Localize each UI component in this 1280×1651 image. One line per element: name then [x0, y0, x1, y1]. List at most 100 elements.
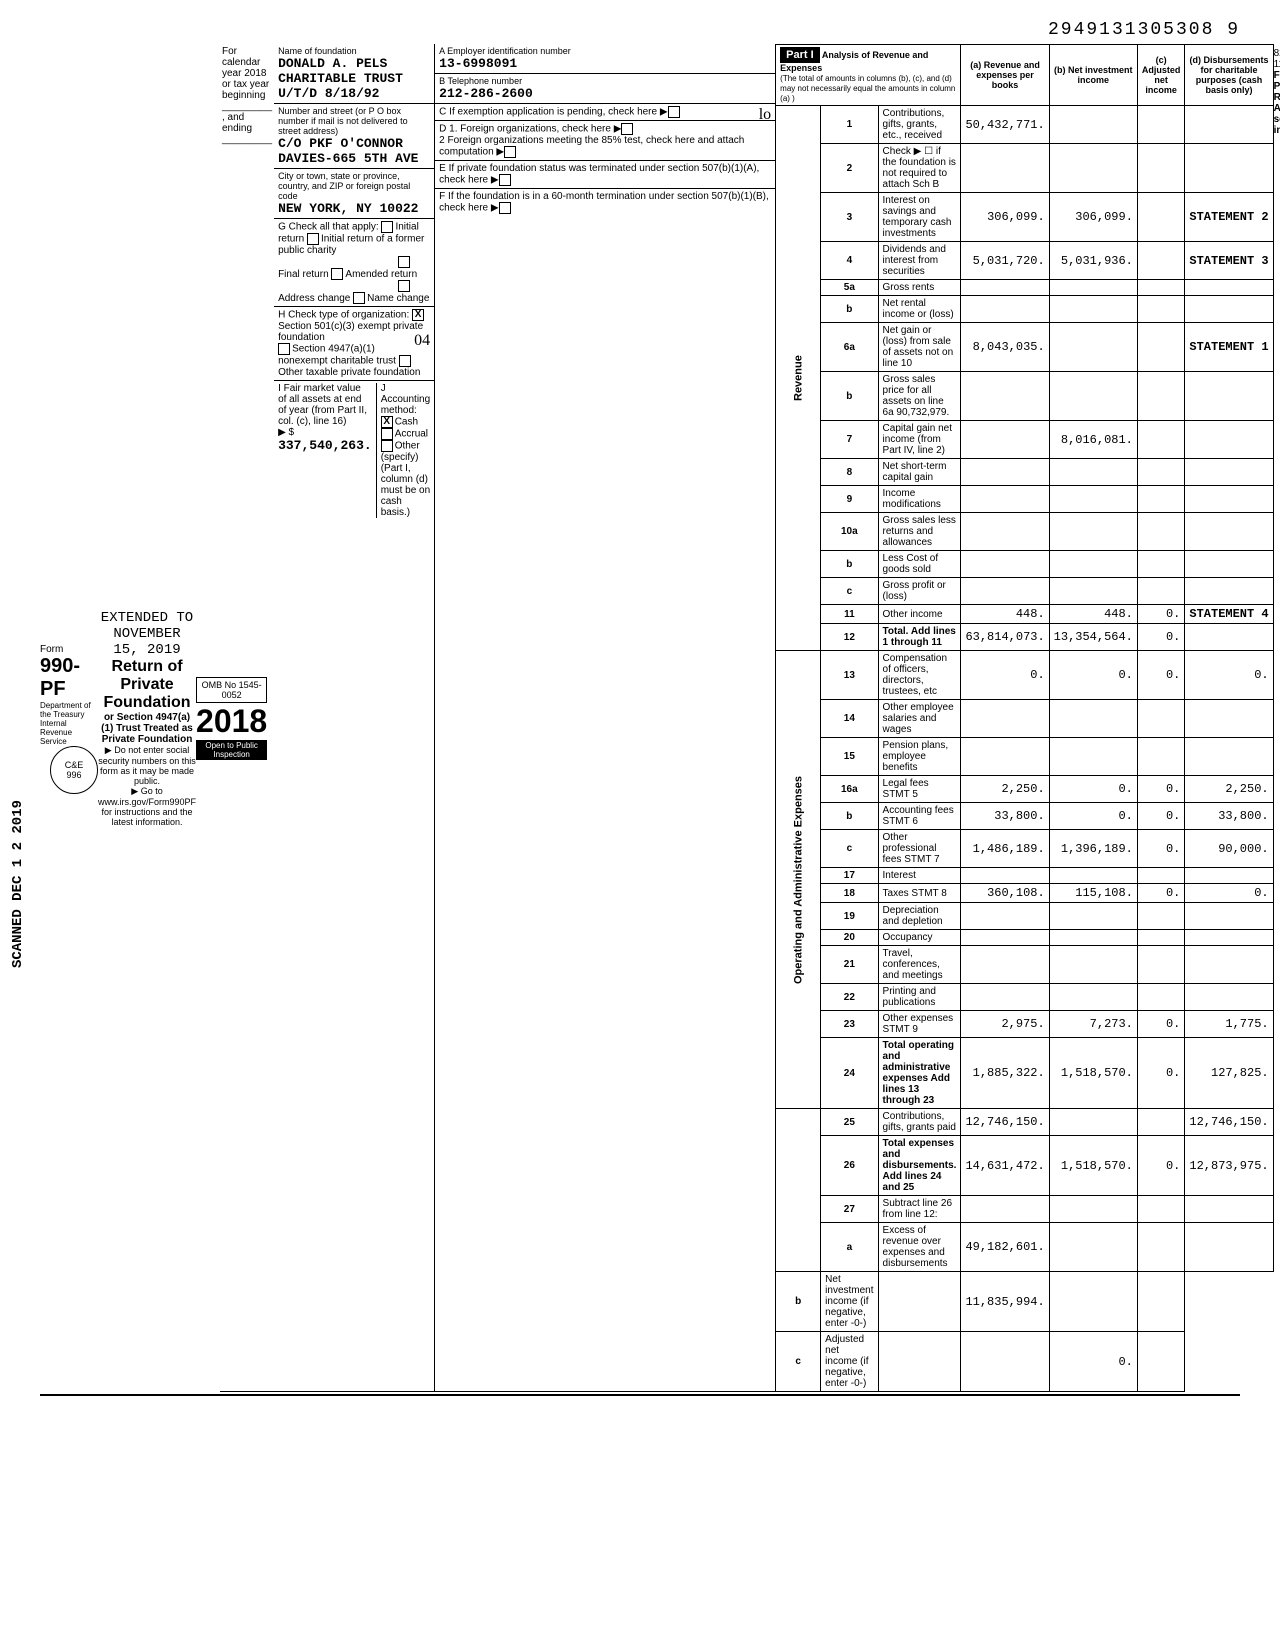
cell-d	[1185, 700, 1273, 738]
row-number: 15	[821, 738, 878, 776]
row-number: 17	[821, 868, 878, 884]
cell-a	[961, 946, 1049, 984]
cell-a	[961, 984, 1049, 1011]
cell-c	[1137, 323, 1185, 372]
scanned-stamp: SCANNED DEC 1 2 2019	[10, 800, 26, 968]
table-row: 27Subtract line 26 from line 12:	[776, 1196, 1273, 1223]
part1-subheading: (The total of amounts in columns (b), (c…	[780, 74, 955, 103]
table-row: 2Check ▶ ☐ if the foundation is not requ…	[776, 144, 1273, 193]
cell-b	[1049, 700, 1137, 738]
row-number: b	[821, 296, 878, 323]
cell-b: 0.	[1049, 651, 1137, 700]
cell-c	[1137, 296, 1185, 323]
cell-d	[1185, 578, 1273, 605]
cell-a	[961, 578, 1049, 605]
table-row: 12Total. Add lines 1 through 1163,814,07…	[776, 624, 1273, 651]
foundation-name: DONALD A. PELS CHARITABLE TRUST U/T/D 8/…	[278, 56, 430, 101]
cell-d	[1185, 421, 1273, 459]
j-label: J Accounting method:	[381, 383, 430, 416]
row-number: 3	[821, 193, 878, 242]
table-row: bLess Cost of goods sold	[776, 551, 1273, 578]
row-number: 10a	[821, 513, 878, 551]
cell-d	[1185, 624, 1273, 651]
row-number: 25	[821, 1109, 878, 1136]
cell-b	[1049, 738, 1137, 776]
cell-b: 448.	[1049, 605, 1137, 624]
cell-d	[1185, 1196, 1273, 1223]
row-number: 6a	[821, 323, 878, 372]
table-row: cGross profit or (loss)	[776, 578, 1273, 605]
col-d: (d) Disbursements for charitable purpose…	[1185, 45, 1273, 106]
cell-c: 0.	[1137, 776, 1185, 803]
table-row: 7Capital gain net income (from Part IV, …	[776, 421, 1273, 459]
row-desc: Contributions, gifts, grants paid	[878, 1109, 961, 1136]
cell-c	[1137, 1223, 1185, 1272]
row-desc: Travel, conferences, and meetings	[878, 946, 961, 984]
row-number: 8	[821, 459, 878, 486]
foundation-info: Name of foundation DONALD A. PELS CHARIT…	[274, 44, 775, 1392]
cell-a: 1,885,322.	[961, 1038, 1049, 1109]
row-number: 4	[821, 242, 878, 280]
cell-a: 360,108.	[961, 884, 1049, 903]
cell-c	[1137, 372, 1185, 421]
cell-d: 12,746,150.	[1185, 1109, 1273, 1136]
cell-d	[1185, 551, 1273, 578]
row-desc: Excess of revenue over expenses and disb…	[878, 1223, 961, 1272]
cell-d	[1185, 459, 1273, 486]
cell-d	[1185, 903, 1273, 930]
cell-d	[1185, 513, 1273, 551]
row-desc: Net gain or (loss) from sale of assets n…	[878, 323, 961, 372]
row-number: 24	[821, 1038, 878, 1109]
row-number: 1	[821, 106, 878, 144]
table-row: 20Occupancy	[776, 930, 1273, 946]
cell-a	[961, 280, 1049, 296]
table-row: 25Contributions, gifts, grants paid12,74…	[776, 1109, 1273, 1136]
row-number: 9	[821, 486, 878, 513]
cell-a	[961, 1196, 1049, 1223]
row-number: 2	[821, 144, 878, 193]
table-row: 24Total operating and administrative exp…	[776, 1038, 1273, 1109]
table-row: 3Interest on savings and temporary cash …	[776, 193, 1273, 242]
cell-c: 0.	[1049, 1332, 1137, 1392]
row-desc: Total operating and administrative expen…	[878, 1038, 961, 1109]
row-number: 7	[821, 421, 878, 459]
cell-b	[1049, 1196, 1137, 1223]
cell-c	[1137, 738, 1185, 776]
row-number: 26	[821, 1136, 878, 1196]
table-row: 19Depreciation and depletion	[776, 903, 1273, 930]
cell-d: STATEMENT 4	[1185, 605, 1273, 624]
cell-a: 8,043,035.	[961, 323, 1049, 372]
foundation-address: C/O PKF O'CONNOR DAVIES-665 5TH AVE	[278, 136, 430, 166]
table-row: Revenue1Contributions, gifts, grants, et…	[776, 106, 1273, 144]
row-desc: Occupancy	[878, 930, 961, 946]
cell-a: 2,250.	[961, 776, 1049, 803]
d2-label: 2 Foreign organizations meeting the 85% …	[439, 135, 744, 158]
cell-c	[1137, 459, 1185, 486]
cell-a: 12,746,150.	[961, 1109, 1049, 1136]
table-row: bNet rental income or (loss)	[776, 296, 1273, 323]
row-desc: Check ▶ ☐ if the foundation is not requi…	[878, 144, 961, 193]
cell-b	[1049, 1109, 1137, 1136]
row-desc: Net investment income (if negative, ente…	[821, 1272, 878, 1332]
part1-table: Part I Analysis of Revenue and Expenses …	[775, 44, 1273, 1392]
calendar-year: For calendar year 2018 or tax year begin…	[220, 44, 274, 1392]
cell-d	[1185, 946, 1273, 984]
cell-d: 127,825.	[1185, 1038, 1273, 1109]
table-row: bAccounting fees STMT 633,800.0.0.33,800…	[776, 803, 1273, 830]
row-number: 23	[821, 1011, 878, 1038]
table-row: 10aGross sales less returns and allowanc…	[776, 513, 1273, 551]
cell-c	[1049, 1272, 1137, 1332]
cell-d	[1185, 738, 1273, 776]
cell-b: 13,354,564.	[1049, 624, 1137, 651]
h-label: H Check type of organization:	[278, 310, 409, 321]
cell-b	[1049, 106, 1137, 144]
row-desc: Gross sales less returns and allowances	[878, 513, 961, 551]
cell-b	[1049, 903, 1137, 930]
cell-c: 0.	[1137, 624, 1185, 651]
table-row: 4Dividends and interest from securities5…	[776, 242, 1273, 280]
cell-a	[961, 486, 1049, 513]
cell-a	[961, 459, 1049, 486]
table-row: 16aLegal fees STMT 52,250.0.0.2,250.	[776, 776, 1273, 803]
row-desc: Net short-term capital gain	[878, 459, 961, 486]
row-number: c	[821, 830, 878, 868]
